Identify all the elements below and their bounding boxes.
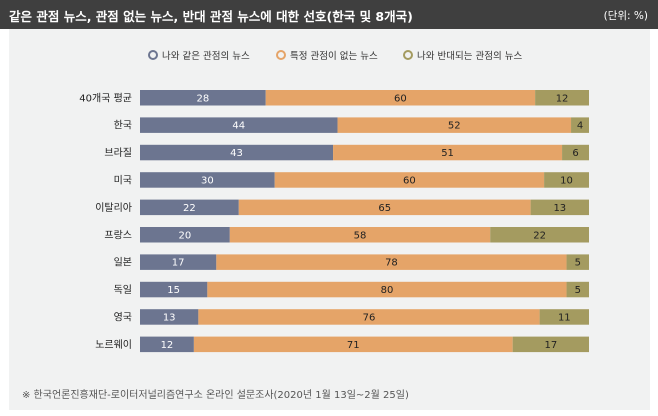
value-label: 65 <box>378 203 391 214</box>
bar-segment-3 <box>539 309 589 325</box>
value-label: 76 <box>363 312 376 323</box>
legend-label-1: 나와 같은 관점의 뉴스 <box>162 50 250 62</box>
bar-segment-2 <box>238 199 531 216</box>
bar-segment-2 <box>229 227 491 243</box>
value-label: 60 <box>394 93 407 104</box>
title-bar: 같은 관점 뉴스, 관점 없는 뉴스, 반대 관점 뉴스에 대한 선호(한국 및… <box>0 0 658 29</box>
value-label: 5 <box>575 285 581 296</box>
value-label: 78 <box>385 258 398 269</box>
value-label: 58 <box>354 230 367 241</box>
bar-segment-3 <box>571 117 589 133</box>
bar-segment-2 <box>216 254 567 270</box>
value-label: 51 <box>441 148 454 159</box>
bar-segment-3 <box>530 199 589 216</box>
value-label: 6 <box>572 148 578 159</box>
bar-segment-3 <box>490 227 589 243</box>
value-label: 80 <box>381 285 394 296</box>
bar-segment-1 <box>140 281 208 298</box>
bar-segment-1 <box>140 172 275 188</box>
value-label: 52 <box>448 121 461 132</box>
bar-segment-1 <box>140 90 266 106</box>
value-label: 30 <box>201 175 214 186</box>
bar-segment-1 <box>140 144 334 161</box>
value-label: 71 <box>347 340 360 351</box>
category-label: 노르웨이 <box>95 339 132 351</box>
value-label: 17 <box>544 340 557 351</box>
bar-segment-3 <box>535 90 589 106</box>
bar-segment-2 <box>198 309 540 325</box>
category-label: 미국 <box>114 174 132 186</box>
bar-segment-1 <box>140 117 338 133</box>
category-label: 독일 <box>114 284 132 296</box>
bar-segment-3 <box>566 281 589 298</box>
category-label: 40개국 평균 <box>79 92 132 104</box>
bar-segment-2 <box>333 144 563 161</box>
chart-title: 같은 관점 뉴스, 관점 없는 뉴스, 반대 관점 뉴스에 대한 선호(한국 및… <box>9 9 413 24</box>
category-label: 한국 <box>114 120 132 132</box>
bar-segment-2 <box>265 90 536 106</box>
legend-label-2: 특정 관점이 없는 뉴스 <box>290 50 378 62</box>
category-label: 이탈리아 <box>95 201 132 214</box>
unit-label: (단위: %) <box>603 10 648 22</box>
bar-segment-3 <box>562 144 589 161</box>
bar-segment-2 <box>207 281 567 298</box>
value-label: 13 <box>553 203 566 214</box>
value-label: 4 <box>577 121 583 132</box>
value-label: 11 <box>558 312 571 323</box>
value-label: 15 <box>167 285 180 296</box>
bar-segment-1 <box>140 227 230 243</box>
legend-marker-2 <box>276 50 286 60</box>
category-label: 일본 <box>114 257 132 269</box>
legend-label-3: 나와 반대되는 관점의 뉴스 <box>417 50 522 62</box>
bar-segment-3 <box>512 336 589 353</box>
bar-segment-1 <box>140 254 217 270</box>
value-label: 12 <box>556 93 569 104</box>
category-label: 브라질 <box>104 147 132 159</box>
value-label: 60 <box>403 175 416 186</box>
value-label: 28 <box>196 93 209 104</box>
bar-segment-2 <box>337 117 572 133</box>
legend-marker-3 <box>403 50 413 60</box>
source-note: ※ 한국언론진흥재단-로이터저널리즘연구소 온라인 설문조사(2020년 1월 … <box>22 390 409 401</box>
value-label: 22 <box>533 230 546 241</box>
value-label: 12 <box>161 340 174 351</box>
bar-segment-2 <box>274 172 545 188</box>
bar-segment-3 <box>566 254 589 270</box>
value-label: 17 <box>172 258 185 269</box>
value-label: 10 <box>560 175 573 186</box>
bar-segment-1 <box>140 309 199 325</box>
legend-marker-1 <box>148 50 158 60</box>
bar-segment-3 <box>544 172 589 188</box>
value-label: 20 <box>179 230 192 241</box>
bar-segment-1 <box>140 199 239 216</box>
value-label: 5 <box>575 258 581 269</box>
category-label: 프랑스 <box>104 229 132 241</box>
bar-segment-1 <box>140 336 194 353</box>
value-label: 44 <box>232 121 245 132</box>
value-label: 22 <box>183 203 196 214</box>
category-label: 영국 <box>114 311 132 323</box>
bar-segment-2 <box>193 336 513 353</box>
value-label: 13 <box>163 312 176 323</box>
value-label: 43 <box>230 148 243 159</box>
